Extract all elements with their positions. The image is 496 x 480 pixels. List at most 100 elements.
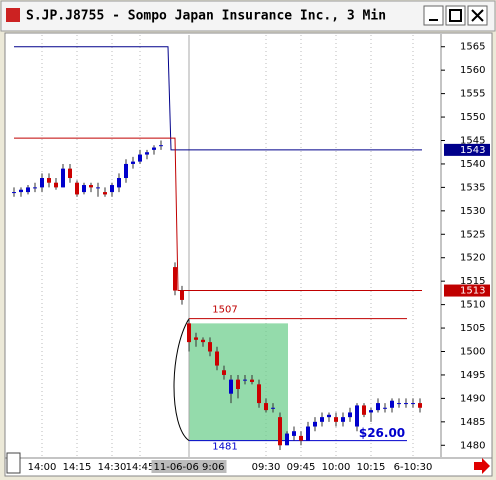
candle-body	[341, 417, 345, 422]
candle-body	[131, 161, 135, 164]
minimize-button[interactable]	[423, 5, 444, 26]
candle-body	[229, 379, 233, 394]
candle-body	[292, 431, 296, 436]
y-tick-label: 1525	[460, 229, 485, 240]
candle-body	[355, 405, 359, 427]
candle-body	[68, 168, 72, 179]
y-tick-label: 1520	[460, 253, 485, 264]
y-tick-label: 1515	[460, 276, 485, 287]
candle-body	[54, 182, 58, 188]
candle-body	[103, 192, 107, 195]
candle-body	[327, 414, 331, 418]
candle-body	[404, 403, 408, 405]
candle-body	[110, 185, 114, 193]
candle-body	[208, 342, 212, 352]
y-tick-label: 1560	[460, 65, 485, 76]
price-tag-label: 1543	[460, 145, 485, 156]
candle-body	[47, 178, 51, 183]
y-tick-label: 1530	[460, 206, 485, 217]
candle-body	[19, 189, 23, 193]
candle-body	[397, 403, 401, 405]
candle-body	[33, 187, 37, 189]
maximize-button[interactable]	[445, 5, 466, 26]
scroll-box[interactable]	[6, 452, 21, 474]
y-tick-label: 1505	[460, 323, 485, 334]
candle-body	[159, 145, 163, 147]
candle-body	[334, 417, 338, 422]
window-title: S.JP.J8755 - Sompo Japan Insurance Inc.,…	[26, 9, 386, 24]
x-tick-label: 14:15	[63, 462, 92, 473]
x-tick-label: 09:30	[252, 462, 281, 473]
x-tick-label: 6-10:30	[394, 462, 433, 473]
y-tick-label: 1550	[460, 112, 485, 123]
candle-body	[418, 403, 422, 408]
candle-body	[12, 192, 16, 194]
candle-body	[348, 412, 352, 418]
candle-body	[145, 152, 149, 155]
reference-line	[14, 137, 422, 292]
x-tick-label: 14:30	[98, 462, 127, 473]
level-label: 1481	[212, 442, 237, 453]
candle-body	[411, 403, 415, 405]
candle-body	[187, 323, 191, 343]
scroll-right-arrow[interactable]	[474, 458, 490, 474]
x-tick-label: 11-06-06 9:06	[153, 462, 224, 473]
candle-body	[89, 185, 93, 188]
candle-body	[390, 400, 394, 408]
y-tick-label: 1480	[460, 440, 485, 451]
candle-body	[236, 379, 240, 390]
candle-body	[313, 421, 317, 427]
candle-body	[201, 339, 205, 343]
candle-body	[61, 168, 65, 188]
candle-body	[250, 379, 254, 382]
y-tick-label: 1490	[460, 393, 485, 404]
candle-body	[138, 154, 142, 162]
app-icon	[6, 8, 20, 22]
x-tick-label: 10:00	[322, 462, 351, 473]
x-tick-label: 14:00	[28, 462, 57, 473]
candle-body	[271, 407, 275, 409]
candle-body	[152, 147, 156, 150]
y-tick-label: 1495	[460, 370, 485, 381]
price-tag	[444, 143, 490, 156]
y-tick-label: 1535	[460, 182, 485, 193]
candle-body	[278, 417, 282, 446]
candle-body	[40, 178, 44, 188]
x-tick-label: 10:15	[357, 462, 386, 473]
candle-body	[362, 405, 366, 415]
candle-body	[222, 370, 226, 375]
y-tick-label: 1500	[460, 347, 485, 358]
candle-body	[285, 433, 289, 446]
time-axis	[4, 457, 493, 477]
y-tick-label: 1510	[460, 300, 485, 311]
candle-body	[257, 384, 261, 404]
candle-body	[26, 187, 30, 193]
candle-body	[75, 182, 79, 195]
candle-body	[320, 417, 324, 422]
candle-body	[194, 337, 198, 340]
candle-body	[124, 163, 128, 179]
candle-body	[180, 290, 184, 300]
candle-body	[82, 185, 86, 193]
candle-body	[376, 403, 380, 411]
candle-body	[117, 178, 121, 188]
candle-body	[369, 410, 373, 413]
candle-body	[215, 351, 219, 366]
candle-body	[264, 403, 268, 411]
y-tick-label: 1565	[460, 42, 485, 53]
level-label: 1507	[212, 305, 237, 316]
x-tick-highlight	[151, 460, 227, 473]
y-tick-label: 1540	[460, 159, 485, 170]
y-tick-label: 1545	[460, 136, 485, 147]
annotation-arc	[173, 318, 190, 441]
reference-line	[14, 46, 422, 151]
close-icon	[471, 9, 484, 22]
price-tag-label: 1513	[460, 286, 485, 297]
candle-body	[299, 435, 303, 441]
maximize-icon	[449, 9, 462, 22]
y-tick-label: 1485	[460, 417, 485, 428]
candle-body	[96, 187, 100, 189]
candle-body	[306, 426, 310, 441]
candle-body	[383, 407, 387, 409]
